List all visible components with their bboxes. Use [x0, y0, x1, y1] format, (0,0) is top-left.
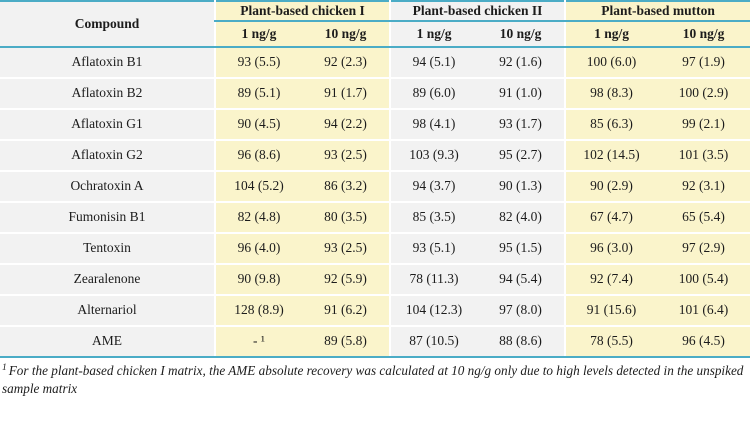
table-footnote: 1 For the plant-based chicken I matrix, t…: [2, 362, 746, 398]
recovery-value: 91 (1.0): [477, 78, 566, 110]
recovery-value: 96 (3.0): [564, 233, 658, 265]
subheader-chicken2-1ngg: 1 ng/g: [389, 21, 478, 48]
table-row: Aflatoxin B1 93 (5.5) 92 (2.3) 94 (5.1) 92 (…: [0, 47, 750, 79]
recovery-value: 96 (8.6): [214, 140, 302, 172]
recovery-value: 100 (5.4): [657, 264, 750, 296]
recovery-value: 89 (5.1): [214, 78, 302, 110]
recovery-value: 128 (8.9): [214, 295, 302, 327]
recovery-value: 98 (4.1): [389, 109, 478, 141]
compound-name: AME: [0, 326, 215, 358]
recovery-value: 100 (6.0): [564, 47, 658, 79]
recovery-value: 90 (4.5): [214, 109, 302, 141]
recovery-value: 103 (9.3): [389, 140, 478, 172]
recovery-value: 96 (4.5): [657, 326, 750, 358]
table-row: AME - ¹ 89 (5.8) 87 (10.5) 88 (8.6) 78 (5.5) 9…: [0, 326, 750, 358]
table-row: Aflatoxin B2 89 (5.1) 91 (1.7) 89 (6.0) 91 (…: [0, 78, 750, 110]
recovery-value: 85 (6.3): [564, 109, 658, 141]
table-row: Tentoxin 96 (4.0) 93 (2.5) 93 (5.1) 95 (1.5)…: [0, 233, 750, 265]
compound-name: Zearalenone: [0, 264, 215, 296]
recovery-value: 94 (2.2): [302, 109, 391, 141]
recovery-value: 101 (3.5): [657, 140, 750, 172]
group-header-plant-based-chicken-2: Plant-based chicken II: [389, 1, 566, 22]
recovery-value: 100 (2.9): [657, 78, 750, 110]
recovery-value: 101 (6.4): [657, 295, 750, 327]
compound-name: Aflatoxin B1: [0, 47, 215, 79]
recovery-value: 96 (4.0): [214, 233, 302, 265]
subheader-mutton-10ngg: 10 ng/g: [657, 21, 750, 48]
recovery-value: 93 (5.5): [214, 47, 302, 79]
compound-name: Aflatoxin B2: [0, 78, 215, 110]
table-header: Compound Plant-based chicken I Plant-bas…: [0, 1, 750, 48]
footnote-text: For the plant-based chicken I matrix, th…: [2, 363, 744, 396]
compound-name: Aflatoxin G1: [0, 109, 215, 141]
table-row: Ochratoxin A 104 (5.2) 86 (3.2) 94 (3.7) 90 …: [0, 171, 750, 203]
document-page: Compound Plant-based chicken I Plant-bas…: [0, 0, 750, 398]
recovery-value: 93 (5.1): [389, 233, 478, 265]
recovery-value: 91 (15.6): [564, 295, 658, 327]
subheader-row: 1 ng/g 10 ng/g 1 ng/g 10 ng/g 1 ng/g 10 …: [0, 21, 750, 48]
recovery-value: 94 (5.1): [389, 47, 478, 79]
group-header-plant-based-mutton: Plant-based mutton: [564, 1, 750, 22]
recovery-value: 78 (11.3): [389, 264, 478, 296]
recovery-value: 82 (4.0): [477, 202, 566, 234]
subheader-mutton-1ngg: 1 ng/g: [564, 21, 658, 48]
recovery-value: - ¹: [214, 326, 302, 358]
recovery-value: 90 (2.9): [564, 171, 658, 203]
compound-name: Fumonisin B1: [0, 202, 215, 234]
recovery-value: 80 (3.5): [302, 202, 391, 234]
recovery-value: 86 (3.2): [302, 171, 391, 203]
compound-name: Aflatoxin G2: [0, 140, 215, 172]
recovery-value: 89 (6.0): [389, 78, 478, 110]
group-header-row: Compound Plant-based chicken I Plant-bas…: [0, 1, 750, 48]
recovery-value: 104 (5.2): [214, 171, 302, 203]
recovery-table: Compound Plant-based chicken I Plant-bas…: [0, 0, 750, 358]
recovery-value: 93 (2.5): [302, 140, 391, 172]
table-row: Aflatoxin G2 96 (8.6) 93 (2.5) 103 (9.3) 95 …: [0, 140, 750, 172]
recovery-value: 85 (3.5): [389, 202, 478, 234]
recovery-value: 67 (4.7): [564, 202, 658, 234]
table-row: Zearalenone 90 (9.8) 92 (5.9) 78 (11.3) 94 (…: [0, 264, 750, 296]
recovery-value: 97 (8.0): [477, 295, 566, 327]
recovery-value: 92 (2.3): [302, 47, 391, 79]
compound-name: Ochratoxin A: [0, 171, 215, 203]
recovery-value: 92 (5.9): [302, 264, 391, 296]
recovery-value: 78 (5.5): [564, 326, 658, 358]
recovery-value: 93 (1.7): [477, 109, 566, 141]
recovery-value: 92 (3.1): [657, 171, 750, 203]
recovery-value: 91 (1.7): [302, 78, 391, 110]
recovery-value: 91 (6.2): [302, 295, 391, 327]
recovery-value: 82 (4.8): [214, 202, 302, 234]
recovery-value: 65 (5.4): [657, 202, 750, 234]
table-row: Fumonisin B1 82 (4.8) 80 (3.5) 85 (3.5) 82 (…: [0, 202, 750, 234]
recovery-value: 88 (8.6): [477, 326, 566, 358]
recovery-value: 99 (2.1): [657, 109, 750, 141]
recovery-value: 93 (2.5): [302, 233, 391, 265]
recovery-value: 95 (2.7): [477, 140, 566, 172]
compound-name: Alternariol: [0, 295, 215, 327]
recovery-value: 90 (9.8): [214, 264, 302, 296]
recovery-value: 97 (2.9): [657, 233, 750, 265]
compound-name: Tentoxin: [0, 233, 215, 265]
recovery-value: 87 (10.5): [389, 326, 478, 358]
recovery-value: 92 (1.6): [477, 47, 566, 79]
table-row: Aflatoxin G1 90 (4.5) 94 (2.2) 98 (4.1) 93 (…: [0, 109, 750, 141]
table-body: Aflatoxin B1 93 (5.5) 92 (2.3) 94 (5.1) 92 (…: [0, 47, 750, 358]
recovery-value: 95 (1.5): [477, 233, 566, 265]
footnote-marker: 1: [2, 362, 7, 373]
subheader-chicken1-10ngg: 10 ng/g: [302, 21, 391, 48]
recovery-value: 94 (5.4): [477, 264, 566, 296]
recovery-value: 90 (1.3): [477, 171, 566, 203]
subheader-chicken2-10ngg: 10 ng/g: [477, 21, 566, 48]
recovery-value: 89 (5.8): [302, 326, 391, 358]
recovery-value: 94 (3.7): [389, 171, 478, 203]
recovery-value: 104 (12.3): [389, 295, 478, 327]
recovery-value: 102 (14.5): [564, 140, 658, 172]
recovery-value: 97 (1.9): [657, 47, 750, 79]
table-row: Alternariol 128 (8.9) 91 (6.2) 104 (12.3) 97…: [0, 295, 750, 327]
group-header-plant-based-chicken-1: Plant-based chicken I: [213, 1, 391, 22]
recovery-value: 92 (7.4): [564, 264, 658, 296]
compound-column-header: Compound: [0, 1, 215, 48]
subheader-chicken1-1ngg: 1 ng/g: [214, 21, 302, 48]
recovery-value: 98 (8.3): [564, 78, 658, 110]
